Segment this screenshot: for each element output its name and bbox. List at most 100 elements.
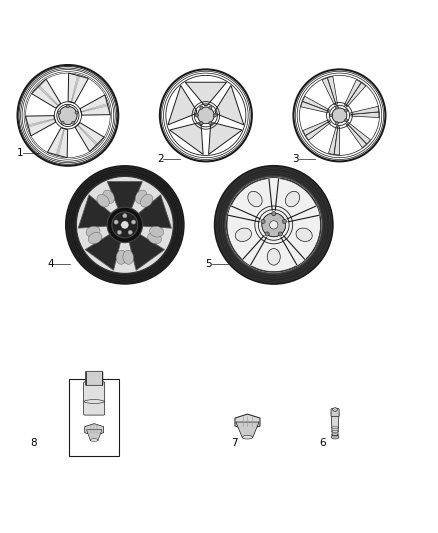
Ellipse shape: [267, 248, 280, 265]
Polygon shape: [85, 233, 121, 270]
Ellipse shape: [293, 69, 385, 161]
FancyBboxPatch shape: [84, 382, 105, 415]
Ellipse shape: [116, 250, 127, 264]
Polygon shape: [328, 76, 338, 104]
Ellipse shape: [66, 166, 184, 284]
Ellipse shape: [213, 114, 216, 117]
Polygon shape: [168, 85, 197, 125]
Ellipse shape: [148, 232, 161, 244]
Ellipse shape: [272, 212, 276, 216]
FancyBboxPatch shape: [85, 372, 103, 385]
Polygon shape: [303, 96, 329, 111]
Ellipse shape: [61, 121, 64, 124]
Text: 4: 4: [47, 260, 54, 269]
Polygon shape: [331, 413, 339, 437]
Polygon shape: [68, 73, 88, 103]
Polygon shape: [185, 82, 226, 106]
Ellipse shape: [265, 232, 269, 236]
Ellipse shape: [58, 111, 61, 114]
Ellipse shape: [141, 195, 153, 207]
Ellipse shape: [67, 105, 69, 108]
Ellipse shape: [330, 114, 333, 117]
FancyBboxPatch shape: [331, 409, 339, 416]
Ellipse shape: [215, 166, 333, 284]
Ellipse shape: [200, 106, 203, 109]
Ellipse shape: [285, 191, 300, 207]
Text: 8: 8: [30, 438, 36, 448]
Ellipse shape: [160, 69, 252, 161]
Ellipse shape: [59, 106, 77, 125]
Ellipse shape: [278, 232, 283, 236]
Ellipse shape: [242, 435, 253, 439]
Polygon shape: [334, 127, 340, 155]
Ellipse shape: [135, 190, 147, 204]
Polygon shape: [306, 122, 331, 140]
Polygon shape: [75, 123, 104, 152]
Polygon shape: [78, 195, 113, 228]
Ellipse shape: [114, 220, 118, 224]
Ellipse shape: [66, 166, 184, 284]
Ellipse shape: [270, 221, 278, 229]
Ellipse shape: [121, 221, 129, 229]
Ellipse shape: [88, 232, 102, 244]
Polygon shape: [25, 116, 56, 136]
Ellipse shape: [107, 207, 142, 243]
Polygon shape: [328, 126, 338, 155]
Polygon shape: [346, 83, 366, 107]
Ellipse shape: [333, 408, 337, 411]
Polygon shape: [322, 78, 336, 105]
Polygon shape: [235, 414, 260, 430]
Ellipse shape: [131, 220, 136, 224]
Polygon shape: [344, 79, 361, 106]
Text: 7: 7: [231, 438, 238, 448]
Ellipse shape: [332, 108, 347, 123]
Bar: [69, 379, 119, 456]
Polygon shape: [303, 120, 329, 135]
Ellipse shape: [117, 230, 121, 235]
Polygon shape: [346, 124, 367, 148]
Ellipse shape: [123, 250, 134, 264]
Polygon shape: [215, 85, 244, 125]
Ellipse shape: [261, 220, 265, 223]
Ellipse shape: [198, 107, 214, 124]
Ellipse shape: [209, 122, 212, 125]
Text: 3: 3: [293, 154, 299, 164]
Ellipse shape: [90, 439, 98, 441]
Polygon shape: [170, 123, 203, 155]
Ellipse shape: [336, 106, 339, 109]
Polygon shape: [32, 79, 60, 108]
Ellipse shape: [86, 226, 100, 237]
Polygon shape: [107, 182, 142, 211]
Polygon shape: [301, 101, 328, 113]
Ellipse shape: [336, 122, 339, 125]
Ellipse shape: [150, 226, 164, 237]
Polygon shape: [80, 95, 110, 115]
Ellipse shape: [215, 166, 333, 284]
Polygon shape: [47, 128, 67, 158]
Ellipse shape: [235, 228, 251, 241]
Ellipse shape: [345, 119, 348, 122]
Ellipse shape: [75, 111, 78, 114]
Ellipse shape: [97, 195, 109, 207]
Ellipse shape: [112, 212, 138, 238]
Ellipse shape: [296, 228, 312, 241]
Text: 1: 1: [17, 148, 23, 158]
Ellipse shape: [209, 106, 212, 109]
Polygon shape: [136, 195, 171, 228]
Polygon shape: [351, 107, 379, 115]
Ellipse shape: [18, 65, 118, 166]
Ellipse shape: [345, 109, 348, 112]
Polygon shape: [351, 112, 379, 118]
Ellipse shape: [262, 213, 286, 237]
Text: 5: 5: [205, 260, 212, 269]
Polygon shape: [208, 123, 242, 155]
Ellipse shape: [200, 122, 203, 125]
Ellipse shape: [128, 230, 132, 235]
Ellipse shape: [283, 220, 286, 223]
Polygon shape: [128, 233, 164, 270]
Ellipse shape: [248, 191, 262, 207]
Polygon shape: [236, 422, 259, 438]
Ellipse shape: [195, 114, 198, 117]
Text: 6: 6: [319, 438, 325, 448]
Text: 2: 2: [157, 154, 163, 164]
